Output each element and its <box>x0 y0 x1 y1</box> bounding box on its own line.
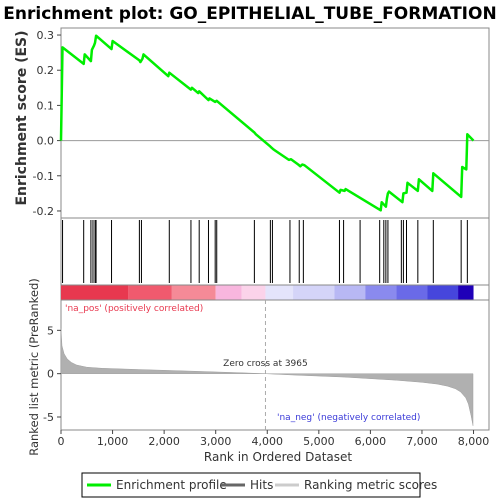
rank-plot-frame <box>60 299 490 431</box>
colorbar-segment <box>128 285 172 300</box>
colorbar-panel <box>60 284 490 301</box>
xtick-label: 1,000 <box>97 435 129 448</box>
es-ytick-label: -0.2 <box>33 205 54 218</box>
xtick-label: 6,000 <box>355 435 387 448</box>
zero-cross-label: Zero cross at 3965 <box>223 359 308 369</box>
rank-panel: -5 0 5 Zero cross at 3965 'na_pos' (positive… <box>43 299 490 431</box>
colorbar-segment <box>396 285 428 300</box>
legend-label-enrichment-profile: Enrichment profile <box>116 478 227 492</box>
es-panel: -0.2 -0.1 0.0 0.1 0.2 0.3 <box>33 27 490 219</box>
xtick-label: 2,000 <box>148 435 180 448</box>
hits-panel <box>60 217 490 286</box>
pos-correlated-label: 'na_pos' (positively correlated) <box>65 304 203 314</box>
xtick-label: 3,000 <box>200 435 232 448</box>
xtick-label: 4,000 <box>252 435 284 448</box>
es-axis-label: Enrichment score (ES) <box>14 30 30 205</box>
neg-correlated-label: 'na_neg' (negatively correlated) <box>277 413 420 423</box>
rank-axis-label: Ranked list metric (PreRanked) <box>27 278 41 456</box>
legend: Enrichment profile Hits Ranking metric sco… <box>81 472 437 498</box>
x-axis: 0 1,000 2,000 3,000 4,000 5,000 6,000 7,000 8,00… <box>58 430 490 448</box>
colorbar-segment <box>427 285 459 300</box>
colorbar-segment <box>215 285 242 300</box>
colorbar-segment <box>334 285 366 300</box>
legend-label-ranking-metric: Ranking metric scores <box>304 478 437 492</box>
rank-ytick-label: 0 <box>47 368 54 381</box>
es-ytick-label: 0.0 <box>37 135 55 148</box>
rank-ytick-label: 5 <box>47 324 54 337</box>
legend-box <box>81 472 421 498</box>
xtick-label: 5,000 <box>303 435 335 448</box>
colorbar-segment <box>365 285 397 300</box>
colorbar-segment <box>61 285 129 300</box>
colorbar-segment <box>265 285 294 300</box>
es-plot-frame <box>60 27 490 219</box>
colorbar-segment <box>458 285 474 300</box>
enrichment-profile-line <box>59 34 475 212</box>
rank-ytick-label: -5 <box>43 411 54 424</box>
es-ytick-label: -0.1 <box>33 170 54 183</box>
xtick-label: 0 <box>58 435 65 448</box>
legend-label-hits: Hits <box>250 478 273 492</box>
xtick-label: 7,000 <box>406 435 438 448</box>
es-ytick-label: 0.3 <box>37 29 55 42</box>
es-ytick-label: 0.2 <box>37 64 55 77</box>
colorbar-segment <box>241 285 266 300</box>
es-ytick-label: 0.1 <box>37 99 55 112</box>
colorbar-segment <box>293 285 335 300</box>
chart-title: Enrichment plot: GO_EPITHELIAL_TUBE_FORM… <box>3 4 496 24</box>
colorbar-segment <box>171 285 216 300</box>
xtick-label: 8,000 <box>458 435 490 448</box>
x-axis-label: Rank in Ordered Dataset <box>204 450 352 464</box>
ranking-metric-area <box>60 328 474 426</box>
hits-frame <box>60 217 490 286</box>
